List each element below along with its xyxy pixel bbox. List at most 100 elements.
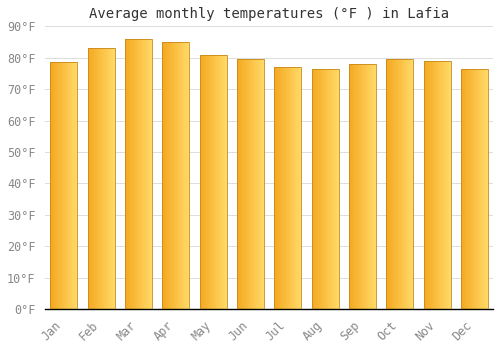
Bar: [109, 48, 110, 309]
Bar: [432, 61, 433, 309]
Bar: [53, 62, 54, 309]
Bar: [286, 67, 287, 309]
Bar: [373, 64, 374, 309]
Bar: [331, 69, 332, 309]
Bar: [59, 62, 60, 309]
Bar: [210, 55, 211, 309]
Bar: [330, 69, 331, 309]
Bar: [240, 59, 241, 309]
Bar: [427, 61, 428, 309]
Bar: [316, 69, 317, 309]
Bar: [263, 59, 264, 309]
Bar: [324, 69, 325, 309]
Bar: [129, 39, 130, 309]
Bar: [112, 48, 113, 309]
Bar: [130, 39, 131, 309]
Bar: [403, 59, 404, 309]
Bar: [145, 39, 146, 309]
Bar: [325, 69, 326, 309]
Bar: [74, 62, 75, 309]
Bar: [241, 59, 242, 309]
Bar: [55, 62, 56, 309]
Bar: [285, 67, 286, 309]
Bar: [464, 69, 466, 309]
Bar: [477, 69, 478, 309]
Bar: [388, 59, 389, 309]
Bar: [369, 64, 370, 309]
Bar: [143, 39, 144, 309]
Bar: [137, 39, 138, 309]
Bar: [424, 61, 450, 309]
Bar: [370, 64, 371, 309]
Bar: [390, 59, 391, 309]
Bar: [177, 42, 178, 309]
Bar: [431, 61, 432, 309]
Bar: [386, 59, 387, 309]
Bar: [128, 39, 129, 309]
Bar: [57, 62, 58, 309]
Bar: [284, 67, 285, 309]
Bar: [95, 48, 96, 309]
Bar: [99, 48, 100, 309]
Bar: [291, 67, 292, 309]
Bar: [321, 69, 322, 309]
Bar: [398, 59, 399, 309]
Bar: [238, 59, 239, 309]
Bar: [247, 59, 248, 309]
Bar: [433, 61, 434, 309]
Bar: [131, 39, 132, 309]
Bar: [430, 61, 431, 309]
Bar: [250, 59, 251, 309]
Bar: [389, 59, 390, 309]
Bar: [245, 59, 246, 309]
Bar: [242, 59, 243, 309]
Bar: [332, 69, 333, 309]
Bar: [359, 64, 360, 309]
Bar: [485, 69, 486, 309]
Bar: [142, 39, 143, 309]
Bar: [446, 61, 448, 309]
Bar: [141, 39, 142, 309]
Bar: [151, 39, 152, 309]
Bar: [211, 55, 212, 309]
Bar: [216, 55, 217, 309]
Bar: [334, 69, 335, 309]
Bar: [327, 69, 328, 309]
Bar: [107, 48, 108, 309]
Bar: [282, 67, 283, 309]
Bar: [461, 69, 488, 309]
Bar: [103, 48, 104, 309]
Bar: [449, 61, 450, 309]
Bar: [337, 69, 338, 309]
Bar: [365, 64, 366, 309]
Bar: [125, 39, 152, 309]
Bar: [164, 42, 165, 309]
Bar: [200, 55, 226, 309]
Bar: [126, 39, 127, 309]
Bar: [469, 69, 470, 309]
Bar: [251, 59, 252, 309]
Bar: [73, 62, 74, 309]
Bar: [58, 62, 59, 309]
Bar: [209, 55, 210, 309]
Bar: [318, 69, 319, 309]
Bar: [94, 48, 95, 309]
Bar: [336, 69, 337, 309]
Bar: [225, 55, 226, 309]
Bar: [323, 69, 324, 309]
Bar: [246, 59, 247, 309]
Bar: [201, 55, 202, 309]
Bar: [218, 55, 219, 309]
Bar: [217, 55, 218, 309]
Bar: [50, 62, 78, 309]
Bar: [364, 64, 365, 309]
Bar: [162, 42, 189, 309]
Bar: [146, 39, 147, 309]
Bar: [326, 69, 327, 309]
Bar: [440, 61, 441, 309]
Bar: [358, 64, 359, 309]
Bar: [92, 48, 93, 309]
Bar: [106, 48, 107, 309]
Bar: [144, 39, 145, 309]
Bar: [289, 67, 290, 309]
